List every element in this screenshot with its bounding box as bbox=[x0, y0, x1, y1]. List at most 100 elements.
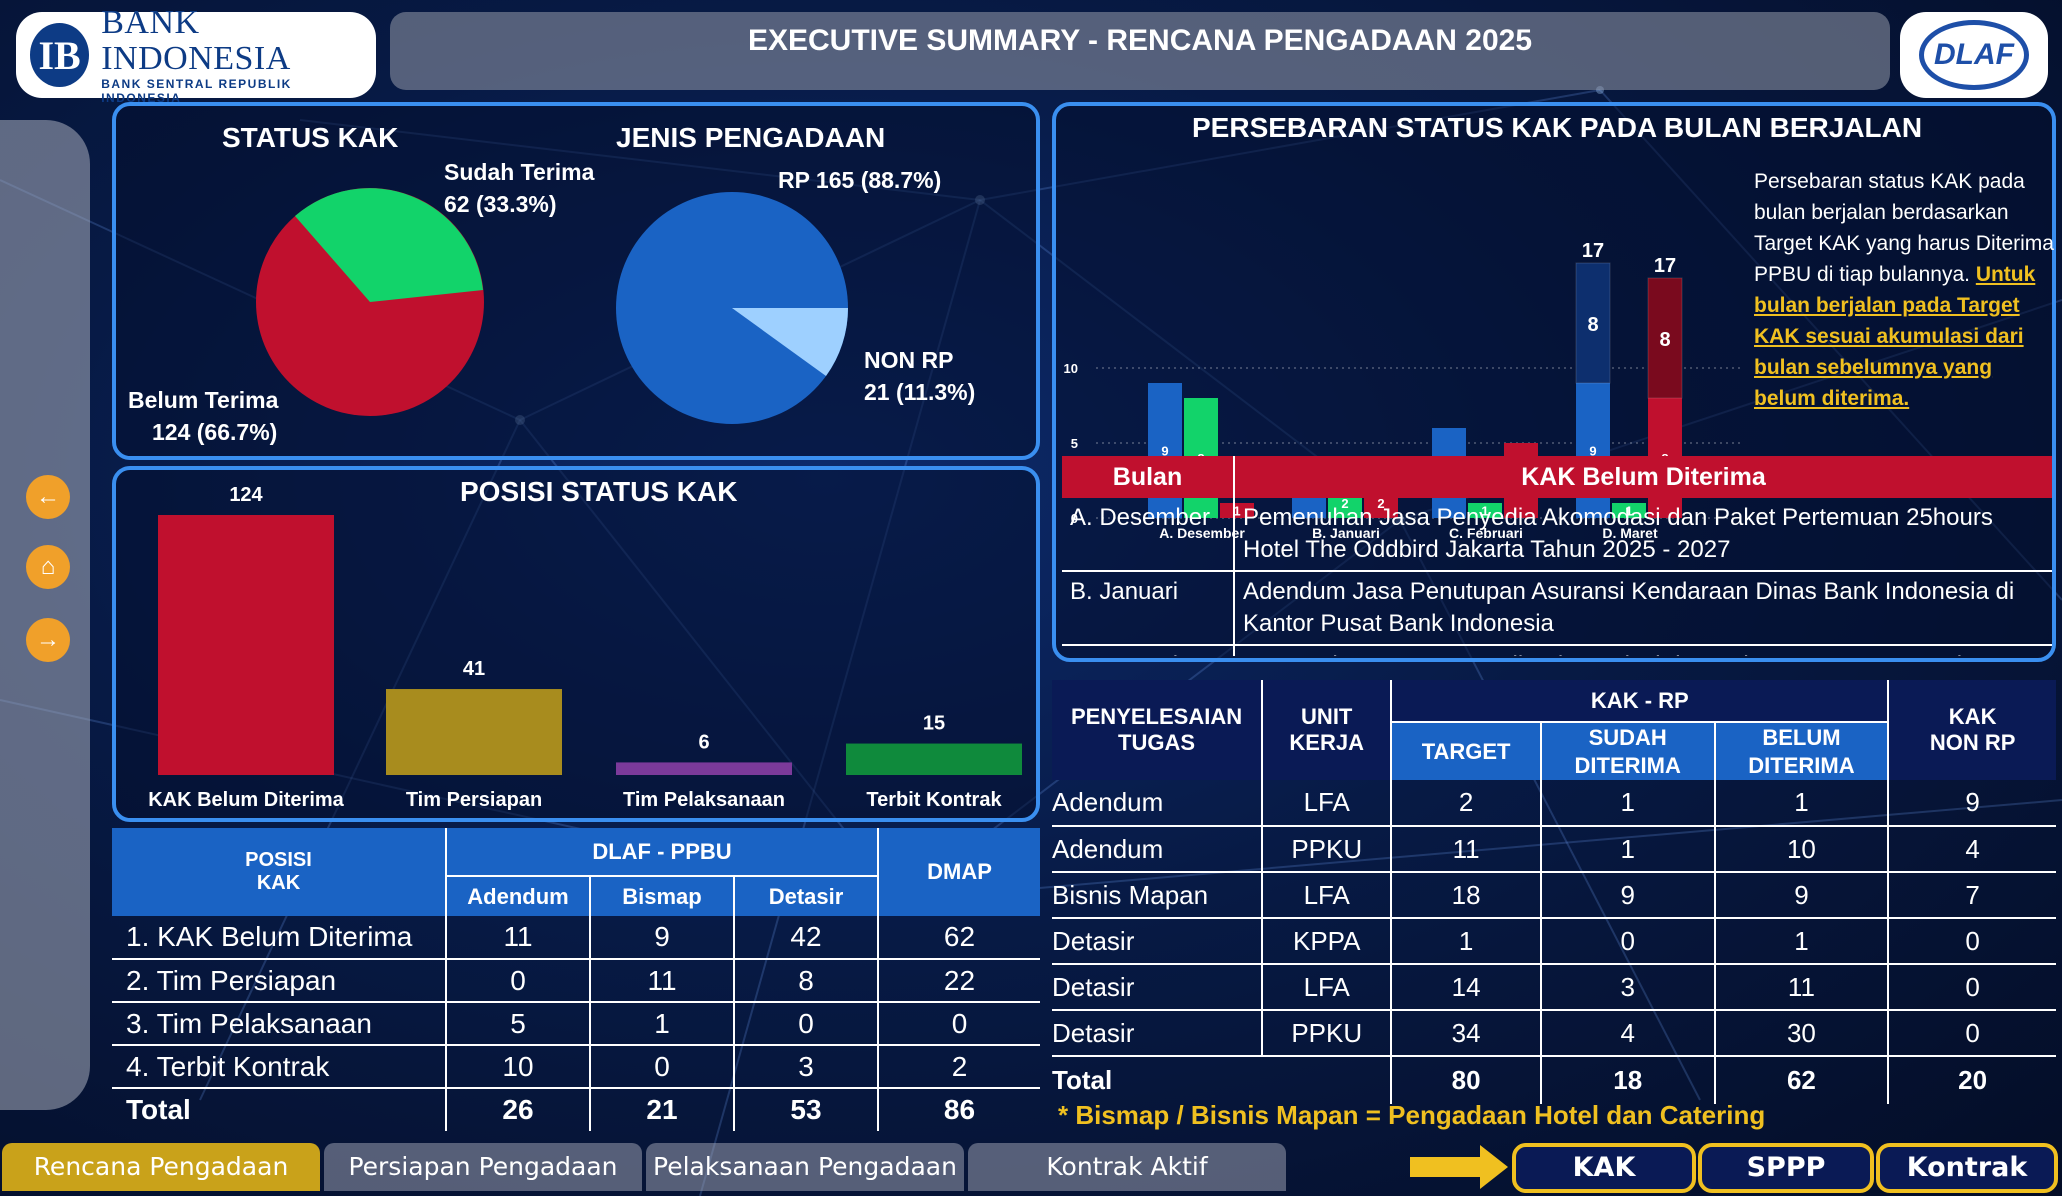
total-cell: 18 bbox=[1539, 1056, 1715, 1104]
kak-belum-cell: Adendum Jasa Penutupan Asuransi Kendaraa… bbox=[1234, 571, 2052, 646]
bulan-bar-total: 17 bbox=[1654, 255, 1676, 277]
penyelesaian-cell: 34 bbox=[1390, 1010, 1541, 1057]
th-adendum: Adendum bbox=[446, 876, 591, 916]
belum-terima-value: 124 (66.7%) bbox=[152, 419, 278, 445]
th-target: TARGET bbox=[1391, 722, 1542, 780]
tugas-cell: Adendum bbox=[1052, 826, 1263, 873]
bulan-bar-stacked bbox=[1647, 277, 1683, 399]
bulan-cell: A. Desember bbox=[1062, 498, 1235, 572]
tab-persiapan-pengadaan[interactable]: Persiapan Pengadaan bbox=[324, 1143, 642, 1191]
table-row: Detasir LFA 14 3 11 0 bbox=[1052, 964, 2056, 1011]
penyelesaian-cell: 11 bbox=[1713, 964, 1889, 1011]
status-kak-title: STATUS KAK bbox=[222, 122, 399, 153]
arrow-right-icon[interactable]: → bbox=[26, 618, 70, 662]
kak-button[interactable]: KAK bbox=[1512, 1143, 1696, 1193]
kak-belum-cell: Pemenuhan Jasa Penyedia Akomodasi dan Pa… bbox=[1234, 498, 2052, 572]
posisi-bar bbox=[616, 762, 792, 775]
posisi-cell: 1 bbox=[589, 1002, 734, 1046]
bi-emblem-icon: IB bbox=[30, 23, 90, 87]
posisi-status-chart: 124 KAK Belum Diterima 41 Tim Persiapan 6 Tim… bbox=[148, 484, 1022, 811]
posisi-bar-value: 15 bbox=[923, 713, 945, 735]
home-icon[interactable]: ⌂ bbox=[26, 545, 70, 589]
posisi-row-name: 2. Tim Persiapan bbox=[112, 959, 446, 1003]
th-kak-belum: KAK Belum Diterima bbox=[1234, 456, 2052, 498]
penyelesaian-cell: 11 bbox=[1390, 826, 1541, 873]
posisi-cell: 21 bbox=[589, 1088, 734, 1131]
table-row: Detasir KPPA 1 0 1 0 bbox=[1052, 918, 2056, 965]
pie-slice-sudah bbox=[295, 188, 483, 302]
penyelesaian-cell: 14 bbox=[1390, 964, 1541, 1011]
penyelesaian-cell: 9 bbox=[1887, 780, 2056, 827]
posisi-bar-value: 41 bbox=[463, 658, 485, 680]
total-cell: 80 bbox=[1390, 1056, 1541, 1104]
persebaran-desc-highlight: Untuk bulan berjalan pada Target KAK ses… bbox=[1754, 263, 2036, 410]
penyelesaian-table: PENYELESAIAN TUGAS UNIT KERJA KAK - RP K… bbox=[1052, 680, 2056, 1104]
bulan-table-wrap[interactable]: Bulan KAK Belum Diterima A. Desember Peme… bbox=[1062, 456, 2052, 656]
total-label: Total bbox=[1052, 1065, 1113, 1095]
penyelesaian-cell: 4 bbox=[1887, 826, 2056, 873]
kontrak-button[interactable]: Kontrak bbox=[1876, 1143, 2058, 1193]
posisi-bar-label: KAK Belum Diterima bbox=[148, 789, 344, 811]
dlaf-logo-text: DLAF bbox=[1919, 20, 2029, 90]
posisi-bar-label: Tim Pelaksanaan bbox=[623, 789, 785, 811]
table-row: A. Desember Pemenuhan Jasa Penyedia Akomo… bbox=[1062, 498, 2052, 572]
non-rp-value: 21 (11.3%) bbox=[864, 379, 976, 405]
posisi-row-name: Total bbox=[126, 1094, 191, 1125]
bank-indonesia-logo: IB BANK INDONESIA BANK SENTRAL REPUBLIK … bbox=[16, 5, 376, 105]
persebaran-title: PERSEBARAN STATUS KAK PADA BULAN BERJALA… bbox=[1192, 112, 1923, 143]
th-bismap: Bismap bbox=[590, 876, 735, 916]
bulan-bar-value: 9 bbox=[1161, 444, 1168, 459]
bank-subtitle: BANK SENTRAL REPUBLIK INDONESIA bbox=[101, 77, 292, 105]
penyelesaian-cell: 0 bbox=[1887, 918, 2056, 965]
penyelesaian-cell: 9 bbox=[1713, 872, 1889, 919]
posisi-cell: 22 bbox=[877, 959, 1040, 1003]
bulan-cell: B. Januari bbox=[1062, 571, 1235, 646]
table-row: 1. KAK Belum Diterima 11 9 42 62 bbox=[112, 916, 1040, 960]
posisi-row-name: 1. KAK Belum Diterima bbox=[112, 916, 446, 960]
tab-kontrak-aktif[interactable]: Kontrak Aktif bbox=[968, 1143, 1286, 1191]
bulan-bar-value: 9 bbox=[1589, 444, 1596, 459]
sppp-button[interactable]: SPPP bbox=[1698, 1143, 1874, 1193]
th-sudah-diterima: SUDAH DITERIMA bbox=[1540, 722, 1716, 780]
table-row: Total 26 21 53 86 bbox=[112, 1088, 1040, 1131]
bulan-bar-total: 17 bbox=[1582, 240, 1604, 262]
table-row: 4. Terbit Kontrak 10 0 3 2 bbox=[112, 1045, 1040, 1089]
table-row: Detasir PPKU 34 4 30 0 bbox=[1052, 1010, 2056, 1057]
penyelesaian-cell: 0 bbox=[1887, 1010, 2056, 1057]
footnote: * Bismap / Bisnis Mapan = Pengadaan Hote… bbox=[1058, 1100, 1766, 1130]
posisi-bar bbox=[846, 743, 1022, 775]
posisi-cell: 0 bbox=[733, 1002, 878, 1046]
th-penyelesaian-tugas: PENYELESAIAN TUGAS bbox=[1052, 680, 1264, 780]
th-kak-non-rp: KAK NON RP bbox=[1887, 680, 2056, 780]
persebaran-panel: PERSEBARAN STATUS KAK PADA BULAN BERJALA… bbox=[1052, 102, 2056, 662]
bulan-bar-stacked bbox=[1575, 262, 1611, 384]
arrow-right-pointer-icon bbox=[1410, 1145, 1508, 1189]
y-tick-label: 5 bbox=[1071, 436, 1078, 451]
bulan-cell: B. Januari bbox=[1062, 645, 1235, 656]
posisi-cell: 11 bbox=[589, 959, 734, 1003]
posisi-cell: 0 bbox=[445, 959, 590, 1003]
tab-pelaksanaan-pengadaan[interactable]: Pelaksanaan Pengadaan bbox=[646, 1143, 964, 1191]
th-unit-kerja: UNIT KERJA bbox=[1262, 680, 1393, 780]
jenis-pengadaan-title: JENIS PENGADAAN bbox=[616, 122, 886, 153]
posisi-cell: 9 bbox=[589, 916, 734, 960]
table-row: 2. Tim Persiapan 0 11 8 22 bbox=[112, 959, 1040, 1003]
table-row: B. JanuariPemenuhan Jasa Penyedia Akomod… bbox=[1062, 645, 2052, 656]
th-kak-rp: KAK - RP bbox=[1391, 680, 1889, 723]
arrow-left-icon[interactable]: ← bbox=[26, 475, 70, 519]
penyelesaian-cell: 9 bbox=[1539, 872, 1715, 919]
posisi-cell: 62 bbox=[877, 916, 1040, 960]
pie-slice-non-rp bbox=[732, 308, 848, 376]
posisi-row-name: 3. Tim Pelaksanaan bbox=[112, 1002, 446, 1046]
penyelesaian-cell: 1 bbox=[1390, 918, 1541, 965]
non-rp-label: NON RP bbox=[864, 347, 954, 373]
table-row: Adendum PPKU 11 1 10 4 bbox=[1052, 826, 2056, 873]
posisi-bar bbox=[386, 689, 562, 775]
tugas-cell: Bisnis Mapan bbox=[1052, 872, 1263, 919]
posisi-cell: 2 bbox=[877, 1045, 1040, 1089]
posisi-kak-table: POSISI KAK DLAF - PPBU DMAP Adendum Bism… bbox=[112, 828, 1040, 1131]
posisi-bar-label: Terbit Kontrak bbox=[866, 789, 1002, 811]
penyelesaian-cell: LFA bbox=[1261, 964, 1392, 1011]
tab-rencana-pengadaan[interactable]: Rencana Pengadaan bbox=[2, 1143, 320, 1191]
th-dlaf-ppbu: DLAF - PPBU bbox=[446, 828, 878, 877]
